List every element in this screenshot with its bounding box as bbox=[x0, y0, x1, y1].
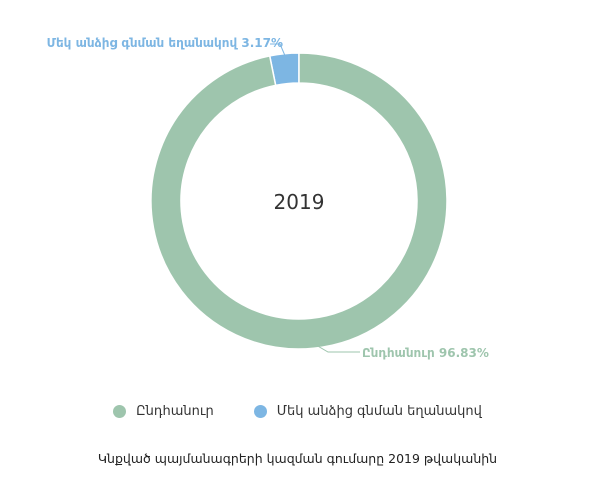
legend-item-general[interactable]: Ընդհանուր bbox=[113, 404, 214, 419]
leader-line-single-source bbox=[270, 43, 287, 59]
donut-slices bbox=[150, 52, 448, 350]
legend-item-single-source[interactable]: Մեկ անձից գնման եղանակով bbox=[253, 404, 482, 419]
legend-label-general: Ընդհանուր bbox=[136, 404, 214, 419]
slice-general[interactable] bbox=[150, 52, 448, 350]
chart-legend: Ընդհանուր Մեկ անձից գնման եղանակով bbox=[0, 404, 595, 419]
legend-label-single-source: Մեկ անձից գնման եղանակով bbox=[276, 404, 482, 419]
legend-swatch-general bbox=[113, 405, 127, 418]
data-label-single-source: Մեկ անձից գնման եղանակով 3.17% bbox=[47, 36, 283, 50]
leader-line-general bbox=[315, 344, 360, 353]
donut-chart: 2019 Ընդհանուր 96.83% Մեկ անձից գնման եղ… bbox=[47, 36, 489, 360]
chart-caption: Կնքված պայմանագրերի կազման գումարը 2019 … bbox=[97, 451, 498, 466]
center-year-label: 2019 bbox=[274, 190, 325, 214]
data-label-general: Ընդհանուր 96.83% bbox=[362, 346, 489, 360]
legend-swatch-single-source bbox=[253, 405, 267, 418]
